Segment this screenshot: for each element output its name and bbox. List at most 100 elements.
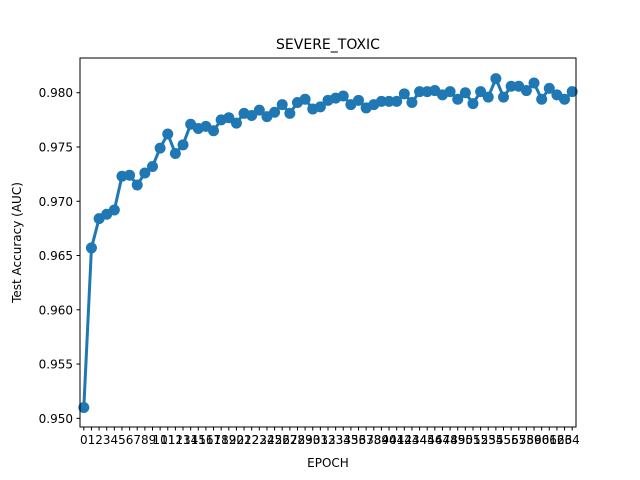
x-tick-label: 22	[244, 433, 259, 447]
data-point	[452, 93, 464, 105]
x-tick-label: 1	[88, 433, 96, 447]
data-point	[169, 148, 181, 160]
data-point	[177, 139, 189, 151]
data-point	[406, 96, 418, 108]
data-point	[131, 179, 143, 191]
x-tick-label: 2	[95, 433, 103, 447]
data-point	[299, 93, 311, 105]
x-tick-label: 31	[313, 433, 328, 447]
x-tick-label: 15	[191, 433, 206, 447]
x-tick-label: 46	[427, 433, 442, 447]
data-point	[154, 142, 166, 154]
x-tick-label: 9	[149, 433, 157, 447]
data-point	[139, 167, 151, 179]
x-axis-title: EPOCH	[307, 456, 349, 470]
x-tick-label: 14	[183, 433, 198, 447]
x-tick-label: 18	[214, 433, 229, 447]
x-tick-label: 52	[473, 433, 488, 447]
x-tick-label: 5	[118, 433, 126, 447]
data-point	[337, 90, 349, 102]
x-tick-label: 28	[290, 433, 305, 447]
x-tick-label: 11	[160, 433, 175, 447]
x-tick-label: 57	[511, 433, 526, 447]
x-tick-label: 12	[168, 433, 183, 447]
x-tick-label: 21	[236, 433, 251, 447]
data-point	[505, 80, 517, 92]
plot-background	[80, 58, 576, 427]
x-axis: 0 1 2 3 4 5 6 7 8 9101112131415161718192021222324…	[80, 427, 580, 447]
data-point	[559, 93, 571, 105]
data-point	[490, 73, 502, 85]
x-tick-label: 10	[152, 433, 167, 447]
data-point	[230, 117, 242, 129]
data-point	[391, 95, 403, 107]
x-tick-label: 25	[267, 433, 282, 447]
x-tick-label: 6	[126, 433, 134, 447]
x-tick-label: 37	[359, 433, 374, 447]
x-tick-label: 50	[458, 433, 473, 447]
x-tick-label: 20	[229, 433, 244, 447]
data-point	[566, 86, 578, 98]
data-point	[383, 95, 395, 107]
x-tick-label: 40	[381, 433, 396, 447]
data-point	[162, 128, 174, 140]
data-point	[536, 93, 548, 105]
x-tick-label: 63	[557, 433, 572, 447]
data-point	[353, 94, 365, 106]
data-point	[85, 242, 97, 254]
x-tick-label: 35	[343, 433, 358, 447]
data-point	[223, 112, 235, 124]
x-tick-label: 27	[282, 433, 297, 447]
x-tick-label: 44	[412, 433, 427, 447]
data-point	[444, 86, 456, 98]
data-point	[78, 401, 90, 413]
x-tick-label: 32	[320, 433, 335, 447]
x-tick-label: 4	[111, 433, 119, 447]
data-point	[208, 125, 220, 137]
x-tick-label: 13	[175, 433, 190, 447]
x-tick-label: 64	[565, 433, 580, 447]
x-tick-label: 24	[259, 433, 274, 447]
x-tick-label: 16	[198, 433, 213, 447]
y-axis: 0.950 0.955 0.960 0.965 0.970 0.975 0.980	[39, 86, 80, 426]
y-tick-label: 0.970	[39, 195, 73, 209]
y-axis-title: Test Accuracy (AUC)	[10, 182, 24, 304]
data-point	[314, 101, 326, 113]
data-point	[467, 98, 479, 110]
data-point	[414, 86, 426, 98]
y-tick-label: 0.975	[39, 140, 73, 154]
data-point	[284, 107, 296, 119]
data-point	[520, 85, 532, 97]
x-tick-label: 60	[534, 433, 549, 447]
data-point	[398, 88, 410, 100]
x-tick-label: 43	[404, 433, 419, 447]
chart-title: SEVERE_TOXIC	[276, 37, 380, 53]
series-group	[78, 73, 578, 413]
x-tick-label: 29	[297, 433, 312, 447]
x-tick-label: 19	[221, 433, 236, 447]
data-point	[246, 110, 258, 122]
data-point	[146, 161, 158, 173]
data-point	[269, 106, 281, 118]
x-tick-label: 3	[103, 433, 111, 447]
x-tick-label: 55	[496, 433, 511, 447]
x-tick-label: 62	[549, 433, 564, 447]
x-tick-label: 17	[206, 433, 221, 447]
x-tick-label: 42	[397, 433, 412, 447]
x-tick-label: 34	[336, 433, 351, 447]
y-tick-label: 0.955	[39, 358, 73, 372]
y-tick-label: 0.950	[39, 412, 73, 426]
x-tick-label: 61	[542, 433, 557, 447]
x-tick-label: 53	[481, 433, 496, 447]
x-tick-label: 48	[442, 433, 457, 447]
x-tick-label: 49	[450, 433, 465, 447]
data-point	[475, 86, 487, 98]
data-point	[543, 82, 555, 94]
data-point	[253, 104, 265, 116]
plot-frame	[79, 57, 577, 428]
data-point	[459, 87, 471, 99]
data-point	[528, 77, 540, 89]
x-tick-label: 33	[328, 433, 343, 447]
x-tick-label: 56	[503, 433, 518, 447]
